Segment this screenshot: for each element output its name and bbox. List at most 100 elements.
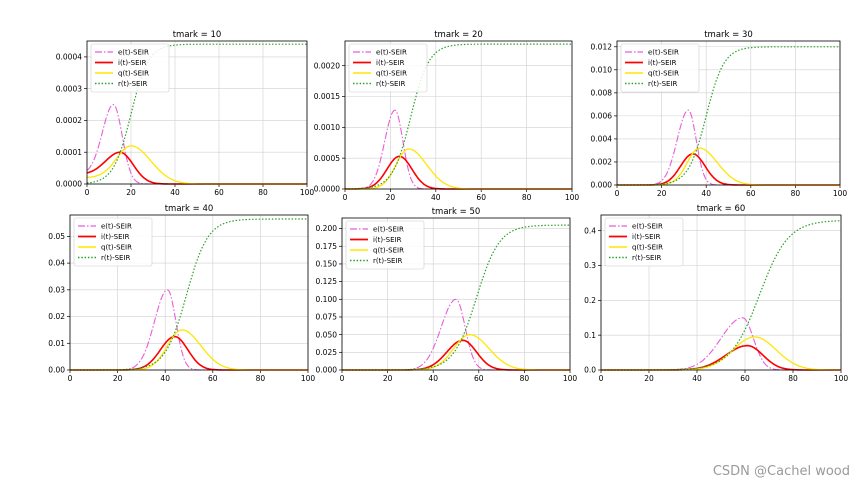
legend-box (620, 43, 700, 93)
y-tick-label: 0.03 (48, 285, 65, 294)
series-line-i (70, 335, 308, 371)
x-tick-label: 0 (343, 193, 348, 202)
legend-label-i: i(t)-SEIR (376, 59, 405, 67)
x-tick-label: 20 (644, 374, 654, 383)
series-line-q (601, 336, 841, 371)
x-tick-label: 100 (301, 374, 316, 383)
x-tick-label: 100 (833, 189, 848, 198)
x-tick-label: 20 (113, 374, 123, 383)
series-line-i (601, 344, 841, 371)
series-line-r (345, 43, 572, 190)
subplot-title: tmark = 60 (697, 204, 746, 214)
legend-label-e: e(t)-SEIR (118, 49, 149, 57)
plot-frame (600, 214, 842, 371)
y-tick-label: 0.0000 (314, 185, 340, 194)
legend-label-i: i(t)-SEIR (101, 233, 130, 241)
legend-label-e: e(t)-SEIR (101, 223, 132, 231)
y-tick-label: 0.002 (591, 158, 613, 167)
series-line-e (617, 109, 840, 186)
plot-frame (86, 40, 308, 185)
series-line-i (617, 153, 840, 186)
legend-label-q: q(t)-SEIR (101, 244, 132, 252)
x-tick-label: 20 (386, 193, 396, 202)
y-tick-label: 0.0005 (314, 154, 340, 163)
y-tick-label: 0.050 (316, 330, 338, 339)
x-tick-label: 80 (791, 189, 801, 198)
legend-label-i: i(t)-SEIR (648, 59, 677, 67)
series-line-i (86, 151, 307, 185)
y-tick-label: 0.4 (584, 226, 596, 235)
y-tick-label: 0.04 (48, 259, 65, 268)
legend-box (348, 43, 428, 93)
x-tick-label: 100 (563, 374, 578, 383)
y-tick-label: 0.075 (316, 313, 338, 322)
y-tick-label: 0.012 (591, 42, 613, 51)
y-tick-label: 0.150 (316, 260, 338, 269)
legend-label-i: i(t)-SEIR (118, 59, 147, 67)
x-tick-label: 0 (85, 188, 90, 197)
legend-label-e: e(t)-SEIR (376, 49, 407, 57)
subplot-title: tmark = 20 (434, 30, 483, 40)
legend-label-q: q(t)-SEIR (373, 247, 404, 255)
series-line-r (86, 43, 307, 184)
x-tick-label: 100 (300, 188, 315, 197)
y-tick-label: 0.0004 (56, 52, 82, 61)
subplot-title: tmark = 40 (165, 204, 214, 214)
y-tick-label: 0.0001 (56, 148, 82, 157)
series-line-r (342, 224, 570, 371)
legend-label-r: r(t)-SEIR (376, 80, 406, 88)
legend-label-r: r(t)-SEIR (118, 80, 148, 88)
x-tick-label: 0 (68, 374, 73, 383)
y-tick-label: 0.0015 (314, 92, 340, 101)
x-tick-label: 100 (565, 193, 580, 202)
plot-frame (344, 40, 573, 190)
x-tick-label: 20 (657, 189, 667, 198)
y-tick-label: 0.200 (316, 224, 338, 233)
y-tick-label: 0.00 (48, 366, 65, 375)
series-line-q (617, 147, 840, 186)
subplot-3: 0 20 40 60 80 100 0.000 0.002 0.004 0.006 0.008 0.0… (591, 30, 848, 198)
y-tick-label: 0.000 (316, 366, 338, 375)
x-tick-label: 20 (126, 188, 136, 197)
x-tick-label: 40 (692, 374, 702, 383)
x-tick-label: 40 (701, 189, 711, 198)
legend-label-q: q(t)-SEIR (376, 70, 407, 78)
y-tick-label: 0.05 (48, 232, 65, 241)
y-tick-label: 0.02 (48, 312, 65, 321)
subplot-5: 0 20 40 60 80 100 0.000 0.025 0.050 0.075 0.100 0.1… (316, 207, 578, 383)
legend-label-e: e(t)-SEIR (373, 226, 404, 234)
x-tick-label: 60 (208, 374, 218, 383)
y-tick-label: 0.025 (316, 348, 338, 357)
legend-box (604, 217, 684, 267)
series-line-e (601, 317, 841, 371)
subplot-4: 0 20 40 60 80 100 0.00 0.01 0.02 0.03 0.04 0.05 tmar… (48, 204, 315, 383)
x-tick-label: 20 (383, 374, 393, 383)
y-tick-label: 0.125 (316, 277, 338, 286)
x-tick-label: 0 (615, 189, 620, 198)
y-tick-label: 0.008 (591, 88, 613, 97)
y-tick-label: 0.010 (591, 65, 613, 74)
legend-box (345, 220, 425, 270)
plot-frame (341, 217, 571, 371)
subplot-title: tmark = 50 (432, 207, 481, 217)
y-tick-label: 0.0010 (314, 123, 340, 132)
plot-frame (69, 214, 309, 371)
x-tick-label: 60 (474, 374, 484, 383)
legend-label-i: i(t)-SEIR (373, 236, 402, 244)
subplot-title: tmark = 30 (704, 30, 753, 40)
series-line-e (86, 104, 307, 185)
x-tick-label: 80 (256, 374, 266, 383)
x-tick-label: 60 (214, 188, 224, 197)
legend-label-e: e(t)-SEIR (632, 223, 663, 231)
subplot-6: 0 20 40 60 80 100 0.0 0.1 0.2 0.3 0.4 tmark = 60 e(t… (584, 204, 848, 383)
legend-label-q: q(t)-SEIR (648, 70, 679, 78)
series-line-q (70, 329, 308, 371)
y-tick-label: 0.0002 (56, 116, 82, 125)
legend-box (73, 217, 153, 267)
series-line-e (345, 109, 572, 190)
legend-label-r: r(t)-SEIR (648, 80, 678, 88)
x-tick-label: 80 (788, 374, 798, 383)
legend-label-i: i(t)-SEIR (632, 233, 661, 241)
y-tick-label: 0.006 (591, 111, 613, 120)
